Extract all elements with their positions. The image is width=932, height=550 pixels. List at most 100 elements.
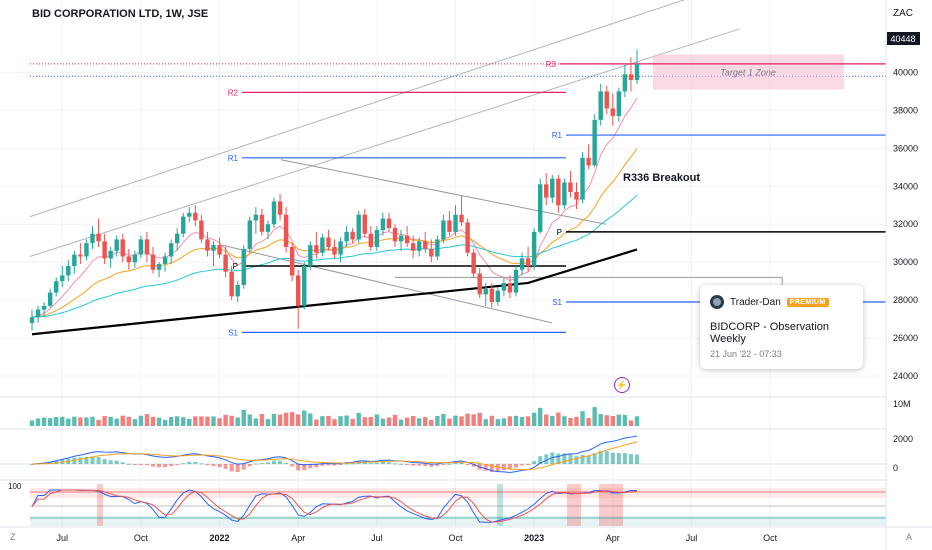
volume-bar xyxy=(90,416,95,426)
macd-histogram-bar xyxy=(399,463,404,465)
idea-card-header: Trader-Dan PREMIUM xyxy=(710,295,829,309)
macd-histogram-bar xyxy=(507,464,512,470)
candle-body xyxy=(392,228,398,242)
candle-body xyxy=(78,254,83,257)
volume-bar xyxy=(489,415,494,426)
macd-histogram-bar xyxy=(326,464,331,466)
idea-title[interactable]: BIDCORP - Observation Weekly xyxy=(710,321,830,345)
price-axis[interactable]: 24000 26000 28000 30000 32000 34000 36000 38000… xyxy=(893,67,918,381)
candle-body xyxy=(326,237,331,247)
macd-histogram-bar xyxy=(471,464,476,467)
macd-histogram-bar xyxy=(138,464,143,465)
candle-body xyxy=(223,254,228,272)
volume-bar xyxy=(544,414,549,426)
macd-histogram-bar xyxy=(604,451,609,464)
macd-histogram-bar xyxy=(272,460,276,464)
volume-bar xyxy=(199,416,204,426)
time-tick-label: 2022 xyxy=(210,533,230,543)
channel-line xyxy=(29,28,741,257)
candle-body xyxy=(350,231,355,240)
candle-body xyxy=(459,214,464,223)
pivot-label: R2 xyxy=(228,88,239,97)
pivot-label: R1 xyxy=(552,131,563,140)
overbought-band xyxy=(30,488,886,498)
time-tick-label: Oct xyxy=(134,533,149,543)
lightning-icon[interactable]: ⚡ xyxy=(614,377,630,393)
time-tick-label: Oct xyxy=(448,533,463,543)
volume-bar xyxy=(277,414,283,426)
volume-bar xyxy=(72,416,77,426)
macd-histogram-bar xyxy=(556,453,561,464)
macd-histogram-bar xyxy=(290,464,295,467)
macd-histogram-bar xyxy=(265,462,270,464)
candle-body xyxy=(380,218,386,230)
price-tick-label: 38000 xyxy=(893,105,918,115)
volume-bar xyxy=(580,411,585,426)
macd-histogram-bar xyxy=(453,462,458,464)
candle-body xyxy=(126,256,131,263)
volume-bar xyxy=(332,419,337,426)
idea-date: 21 Jun '22 - 07:33 xyxy=(710,349,782,359)
idea-card[interactable]: Trader-Dan PREMIUM BIDCORP - Observation… xyxy=(700,285,863,369)
macd-histogram-bar xyxy=(447,463,452,465)
volume-bar xyxy=(362,417,367,426)
candle-body xyxy=(277,201,283,215)
candle-body xyxy=(47,292,53,306)
macd-histogram-bar xyxy=(253,463,258,465)
candle-body xyxy=(259,214,265,232)
volume-bar xyxy=(235,417,240,426)
macd-histogram-bar xyxy=(362,461,367,464)
signal-zone xyxy=(567,484,581,526)
volume-bar xyxy=(459,416,464,426)
time-tick-label: Jul xyxy=(371,533,383,543)
macd-histogram-bar xyxy=(580,455,585,464)
candle-body xyxy=(580,157,585,200)
candle-body xyxy=(429,248,434,257)
candle-body xyxy=(501,283,507,291)
zoom-left-button[interactable]: Z xyxy=(10,532,16,542)
time-tick-label: Oct xyxy=(763,533,778,543)
macd-histogram-bar xyxy=(320,464,325,466)
macd-histogram-bar xyxy=(102,459,107,464)
volume-bar xyxy=(435,416,440,426)
macd-histogram-bar xyxy=(211,464,216,466)
macd-histogram-bar xyxy=(54,460,59,464)
time-axis[interactable]: Jul Oct 2022 Apr Jul Oct 2023 Apr Jul Oct xyxy=(56,533,777,543)
volume-bar xyxy=(368,416,373,426)
candle-body xyxy=(90,233,95,244)
volume-bar xyxy=(108,416,113,426)
macd-histogram-bar xyxy=(435,464,440,466)
author-name[interactable]: Trader-Dan xyxy=(730,296,781,308)
symbol-title[interactable]: BID CORPORATION LTD, 1W, JSE xyxy=(32,8,208,20)
macd-histogram-bar xyxy=(126,463,131,465)
candle-body xyxy=(271,201,277,225)
volume-bar xyxy=(241,409,246,426)
volume-bar xyxy=(302,410,307,426)
candles xyxy=(29,49,640,331)
pivot-label: S1 xyxy=(552,298,562,307)
macd-histogram-bar xyxy=(574,456,579,464)
macd-histogram-bar xyxy=(374,462,379,464)
volume-bar xyxy=(205,416,210,426)
volume-bar xyxy=(66,418,71,426)
macd-histogram-bar xyxy=(120,462,125,464)
candle-body xyxy=(138,239,144,255)
macd-histogram-bar xyxy=(550,452,555,464)
macd-histogram-bar xyxy=(296,464,301,471)
zoom-right-button[interactable]: A xyxy=(906,532,912,542)
price-tick-label: 28000 xyxy=(893,295,918,305)
volume-bar xyxy=(483,419,488,426)
macd-histogram-bar xyxy=(175,464,180,465)
candle-body xyxy=(29,317,35,323)
candle-body xyxy=(302,265,307,306)
macd-histogram-bar xyxy=(568,454,573,464)
macd-histogram-bar xyxy=(308,464,313,469)
volume-bar xyxy=(392,414,398,426)
last-price-label: 40448 xyxy=(890,34,915,44)
avatar xyxy=(710,295,724,309)
macd-histogram-bar xyxy=(217,464,222,468)
macd-histogram-bar xyxy=(514,464,518,468)
candle-body xyxy=(229,271,234,297)
